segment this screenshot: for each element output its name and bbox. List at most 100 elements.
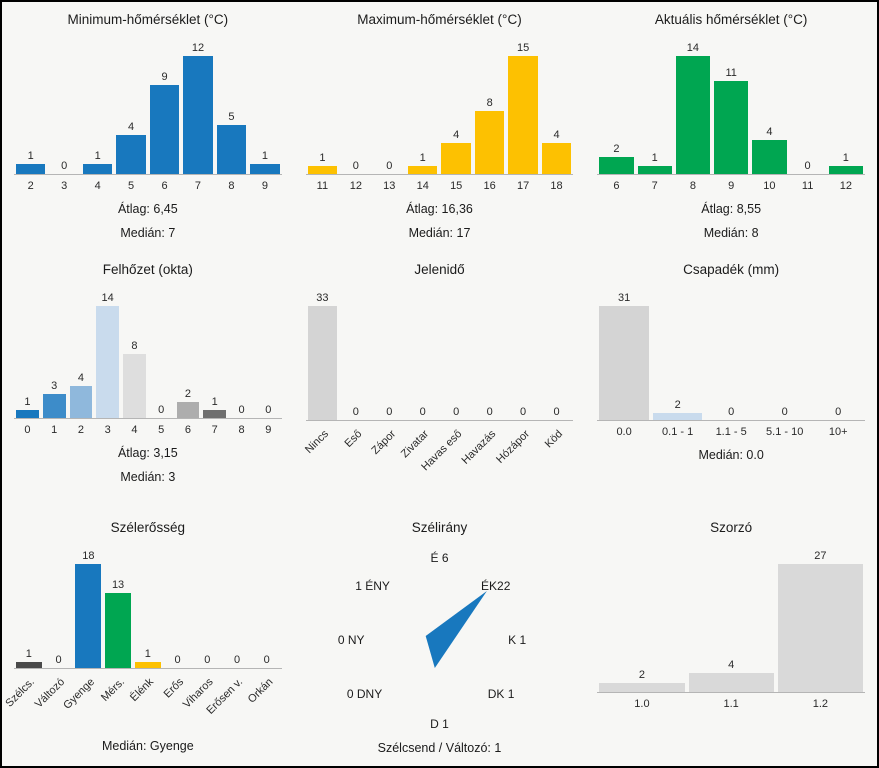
- bar-slot: 3: [41, 289, 68, 418]
- bar-value-label: 1: [144, 648, 151, 660]
- stats-precipitation: Medián: 0.0: [597, 448, 865, 462]
- panel-precipitation: Csapadék (mm) 31 2 0 0 0 0.0 0.1 - 1 1.1 - 5 5.1…: [585, 252, 877, 510]
- bar-slot: 4: [114, 39, 147, 174]
- axis-labels-row: 11 12 13 14 15 16 17 18: [306, 175, 574, 192]
- bars-row: 33 0 0 0 0 0 0 0: [305, 289, 574, 421]
- bar-value-label: 18: [82, 550, 95, 562]
- wind-calm-variable-note: Szélcsend / Változó: 1: [377, 741, 502, 755]
- bar-slot: 2: [175, 289, 202, 418]
- bar: [105, 593, 131, 668]
- bar: [307, 306, 338, 420]
- axis-tick-label: 12: [349, 180, 362, 192]
- stats-wind-strength: Medián: Gyenge: [14, 739, 282, 753]
- bar-value-label: 0: [804, 160, 811, 172]
- bar: [599, 306, 649, 420]
- bar: [441, 143, 471, 174]
- bar-slot: 15: [506, 39, 539, 174]
- bar-value-label: 1: [24, 396, 31, 408]
- bar-slot: 4: [540, 39, 573, 174]
- stats-min-temperature: Átlag: 6,45 Medián: 7: [14, 202, 282, 240]
- axis-tick-label: 18: [550, 180, 563, 192]
- bar-value-label: 0: [419, 406, 426, 418]
- bar-slot: 2: [597, 547, 686, 692]
- bar-slot: 0: [789, 39, 827, 174]
- axis-tick-label: 10: [763, 180, 776, 192]
- bar-slot: 0: [47, 39, 80, 174]
- axis-labels-row: 2 3 4 5 6 7 8 9: [14, 175, 282, 192]
- bars-row: 1 0 1 4 9 12 5 1: [14, 39, 282, 175]
- bar-slot: 1: [306, 39, 339, 174]
- chart-title-wind-direction: Szélirány: [411, 520, 468, 535]
- bar: [474, 111, 505, 174]
- panel-max-temperature: Maximum-hőmérséklet (°C) 1 0 0 1 4 8 15 4 11 12 13…: [294, 2, 586, 252]
- bar-value-label: 4: [453, 129, 460, 141]
- bar-slot: 0: [506, 289, 539, 420]
- bar-value-label: 0: [204, 654, 211, 666]
- chart-title-min-temperature: Minimum-hőmérséklet (°C): [67, 12, 229, 27]
- bar-value-label: 33: [316, 292, 329, 304]
- bar: [307, 166, 338, 174]
- axis-tick-label: Gyenge: [61, 676, 97, 712]
- axis-labels-row: 0 1 2 3 4 5 6 7 8 9: [14, 419, 282, 436]
- bars-row: 2 4 27: [597, 547, 865, 693]
- bar-slot: 0: [439, 289, 472, 420]
- bar-slot: 0: [406, 289, 439, 420]
- bar-chart-max-temperature: 1 0 0 1 4 8 15 4 11 12 13 14 15 16 17 18: [305, 39, 574, 192]
- axis-tick-label: 4: [131, 424, 138, 436]
- bar-slot: 0: [228, 289, 255, 418]
- axis-labels-row: 1.0 1.1 1.2: [597, 693, 865, 710]
- bar: [116, 135, 146, 174]
- bar-value-label: 1: [319, 152, 326, 164]
- bar-value-label: 2: [638, 669, 645, 681]
- axis-tick-label: 2: [77, 424, 84, 436]
- bar: [216, 125, 247, 174]
- bar: [714, 81, 749, 174]
- bars-row: 1 3 4 14 8 0 2 1 0 0: [14, 289, 282, 419]
- stat-line: Átlag: 16,36: [406, 202, 473, 216]
- bar-value-label: 13: [111, 579, 125, 591]
- bar-slot: 9: [148, 39, 181, 174]
- bar-value-label: 0: [352, 160, 359, 172]
- bar-chart-precipitation: 31 2 0 0 0 0.0 0.1 - 1 1.1 - 5 5.1 - 10 10+: [597, 289, 865, 438]
- bar-value-label: 0: [781, 406, 788, 418]
- bar-value-label: 8: [486, 97, 493, 109]
- bar-slot: 1: [133, 547, 163, 668]
- bar: [176, 402, 200, 418]
- axis-tick-label: 15: [450, 180, 463, 192]
- stat-line: Átlag: 3,15: [117, 446, 178, 460]
- bar: [69, 386, 93, 418]
- bar: [123, 354, 146, 418]
- bar-value-label: 4: [128, 121, 135, 133]
- axis-tick-label: 8: [689, 180, 696, 192]
- bar: [16, 410, 39, 418]
- bar-slot: 0: [758, 289, 812, 420]
- bar: [541, 143, 572, 174]
- chart-title-cloud-cover: Felhőzet (okta): [102, 262, 193, 277]
- bar-slot: 4: [68, 289, 95, 418]
- bar-value-label: 1: [211, 396, 218, 408]
- chart-title-max-temperature: Maximum-hőmérséklet (°C): [357, 12, 522, 27]
- bar-value-label: 0: [553, 406, 560, 418]
- bar: [203, 410, 227, 418]
- axis-tick-label: 0.0: [616, 426, 632, 438]
- bar: [250, 164, 280, 174]
- axis-tick-label: 11: [801, 180, 814, 192]
- axis-tick-label: 8: [228, 180, 235, 192]
- panel-multiplier: Szorzó 2 4 27 1.0 1.1 1.2: [585, 510, 877, 764]
- bar-value-label: 0: [352, 406, 359, 418]
- bar-slot: 0: [373, 289, 406, 420]
- stat-line: Medián: 17: [408, 226, 471, 240]
- axis-tick-label: 11: [316, 180, 329, 192]
- bar-slot: 1: [248, 39, 281, 174]
- bar-value-label: 1: [419, 152, 426, 164]
- axis-labels-row: Nincs Eső Zápor Zivatar Havas eső Havazás Hózá…: [303, 421, 574, 481]
- bar: [16, 164, 46, 174]
- axis-tick-label: 6: [184, 424, 192, 436]
- bar-slot: 27: [776, 547, 865, 692]
- bar-value-label: 0: [158, 404, 165, 416]
- bar-slot: 31: [597, 289, 651, 420]
- axis-tick-label: 5: [128, 180, 135, 192]
- bar-slot: 1: [406, 39, 439, 174]
- axis-tick-label: 3: [61, 180, 68, 192]
- bar-value-label: 4: [553, 129, 560, 141]
